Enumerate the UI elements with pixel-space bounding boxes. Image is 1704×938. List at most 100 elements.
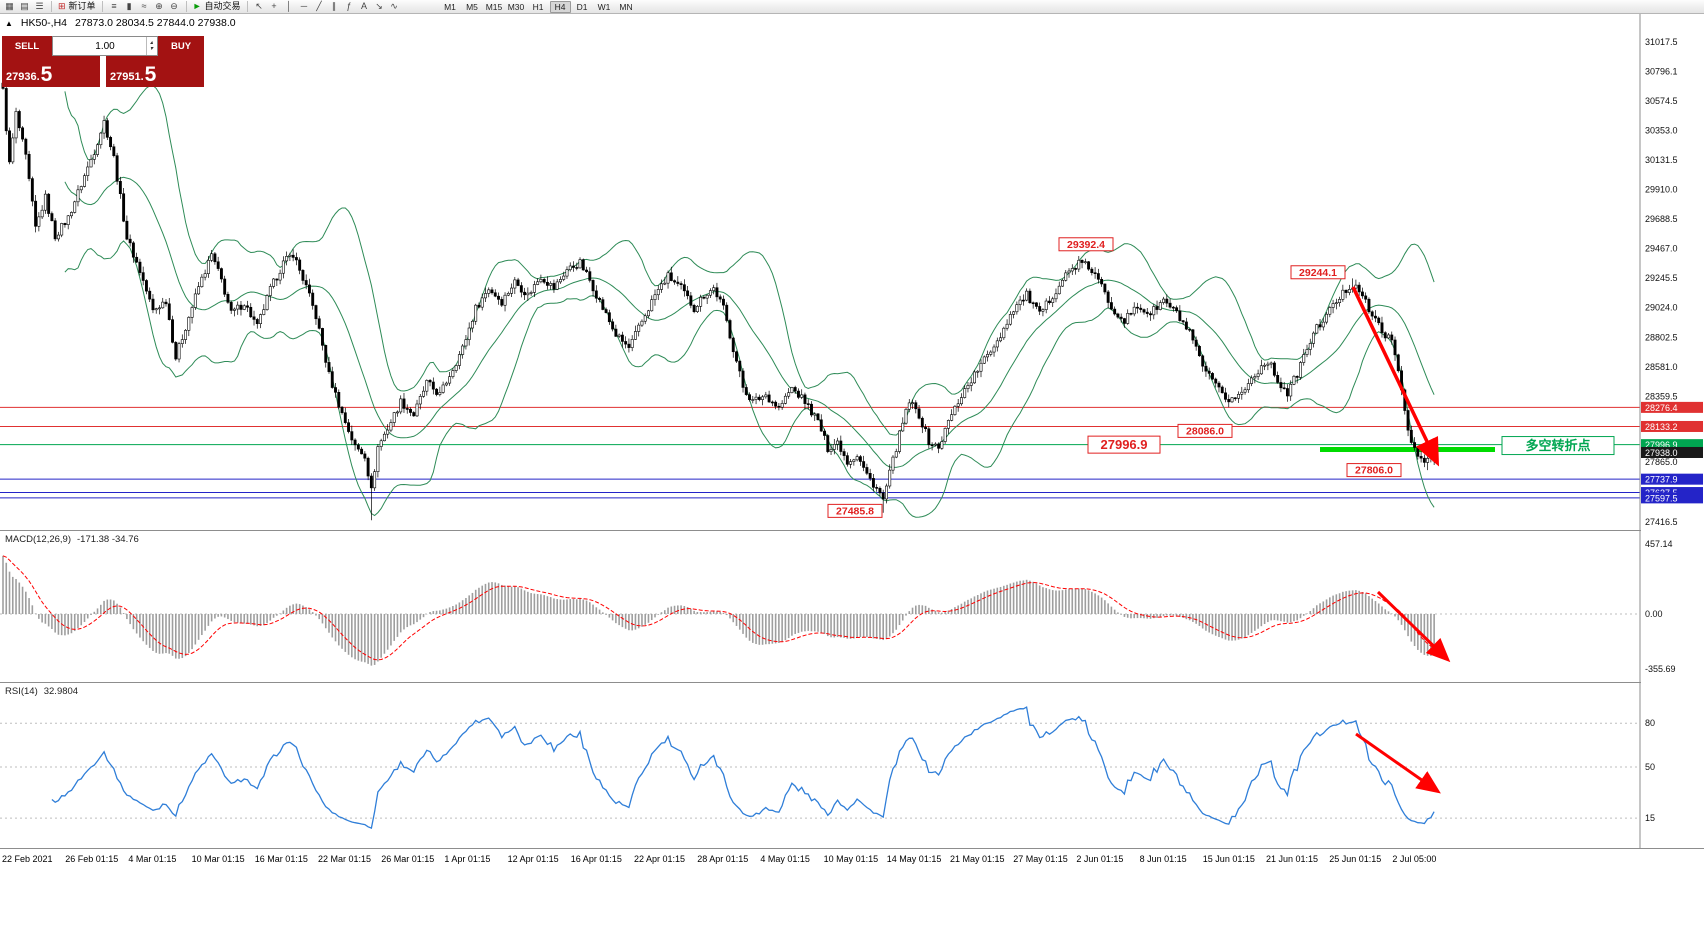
indicators-button[interactable]: ∿ — [387, 0, 402, 13]
collapse-arrow-icon[interactable]: ▲ — [5, 18, 13, 28]
timeframe-m5[interactable]: M5 — [462, 1, 483, 13]
svg-text:29244.1: 29244.1 — [1299, 267, 1337, 279]
timeframe-m30[interactable]: M30 — [506, 1, 527, 13]
horizontal-level-lines[interactable] — [0, 406, 1640, 499]
svg-text:27597.5: 27597.5 — [1645, 493, 1678, 503]
macd-panel[interactable]: 457.14 0.00 -355.69 — [0, 530, 1704, 682]
lot-size-value: 1.00 — [95, 40, 115, 52]
chart-ohlc-values: 27873.0 28034.5 27844.0 27938.0 — [75, 17, 236, 29]
svg-text:29467.0: 29467.0 — [1645, 244, 1678, 254]
chart-line-button[interactable]: ≈ — [137, 0, 152, 13]
buy-button[interactable]: BUY — [158, 36, 204, 56]
cursor-icon: ↖ — [255, 1, 263, 11]
auto-trading-button[interactable]: ► 自动交易 — [191, 0, 243, 13]
lot-size-field[interactable]: 1.00 ▴ ▾ — [52, 36, 158, 56]
new-order-button[interactable]: ⊞ 新订单 — [56, 0, 98, 13]
time-axis-label: 26 Mar 01:15 — [381, 854, 435, 864]
lot-increase-icon[interactable]: ▴ — [149, 40, 153, 46]
chart-profiles-icon: ▤ — [20, 1, 29, 11]
time-axis-label: 15 Jun 01:15 — [1202, 854, 1255, 864]
timeframe-h1[interactable]: H1 — [528, 1, 549, 13]
svg-text:28276.4: 28276.4 — [1645, 403, 1678, 413]
macd-name: MACD(12,26,9) — [5, 534, 71, 545]
timeframe-h4[interactable]: H4 — [549, 0, 571, 13]
cursor-button[interactable]: ↖ — [252, 0, 267, 13]
equidistant-channel-button[interactable]: ∥ — [327, 0, 342, 13]
timeframe-w1[interactable]: W1 — [594, 1, 615, 13]
svg-text:457.14: 457.14 — [1645, 539, 1673, 549]
price-axis[interactable]: 31017.5 30796.1 30574.5 30353.0 30131.5 29910… — [1639, 14, 1704, 530]
text-button[interactable]: A — [357, 0, 372, 13]
time-axis-label: 12 Apr 01:15 — [507, 854, 559, 864]
timeframe-m1[interactable]: M1 — [440, 1, 461, 13]
svg-text:27737.9: 27737.9 — [1645, 475, 1678, 485]
macd-axis[interactable]: 457.14 0.00 -355.69 — [1639, 530, 1704, 682]
svg-text:30131.5: 30131.5 — [1645, 155, 1678, 165]
time-axis[interactable]: 22 Feb 2021 26 Feb 01:15 4 Mar 01:15 10 Mar… — [0, 848, 1704, 870]
horizontal-line-button[interactable]: ─ — [297, 0, 312, 13]
svg-text:27996.9: 27996.9 — [1101, 437, 1148, 452]
timeframe-d1[interactable]: D1 — [572, 1, 593, 13]
chart-profiles-button[interactable]: ▤ — [17, 0, 32, 13]
svg-text:29392.4: 29392.4 — [1067, 239, 1105, 251]
toolbar-separator — [51, 1, 52, 12]
market-watch-button[interactable]: ☰ — [32, 0, 47, 13]
toolbar-separator — [185, 1, 187, 12]
rsi-line — [51, 706, 1435, 829]
zoom-out-button[interactable]: ⊖ — [167, 0, 182, 13]
time-axis-label: 14 May 01:15 — [886, 854, 942, 864]
downtrend-arrow[interactable] — [1351, 286, 1440, 467]
time-axis-label: 22 Apr 01:15 — [634, 854, 686, 864]
rsi-panel[interactable]: 80 50 15 — [0, 682, 1704, 848]
timeframe-mn[interactable]: MN — [616, 1, 637, 13]
rsi-axis[interactable]: 80 50 15 — [1639, 682, 1704, 848]
svg-text:27485.8: 27485.8 — [836, 505, 874, 517]
chart-bars-button[interactable]: ≡ — [107, 0, 122, 13]
svg-text:27938.0: 27938.0 — [1645, 448, 1678, 458]
svg-text:29024.0: 29024.0 — [1645, 303, 1678, 313]
svg-text:-355.69: -355.69 — [1645, 664, 1676, 674]
auto-trading-label: 自动交易 — [204, 1, 241, 11]
crosshair-button[interactable]: + — [267, 0, 282, 13]
toolbar-separator — [246, 1, 248, 12]
svg-text:27996.9: 27996.9 — [1645, 440, 1678, 450]
time-axis-label: 2 Jul 05:00 — [1392, 854, 1437, 864]
svg-text:30796.1: 30796.1 — [1645, 67, 1678, 77]
vertical-line-button[interactable]: │ — [282, 0, 297, 13]
time-axis-label: 16 Apr 01:15 — [570, 854, 622, 864]
timeframe-m15[interactable]: M15 — [484, 1, 505, 13]
fibonacci-icon: ƒ — [346, 1, 352, 11]
buy-price[interactable]: 27951. 5 — [106, 56, 204, 87]
rsi-down-arrow[interactable] — [1355, 732, 1441, 794]
arrows-button[interactable]: ↘ — [372, 0, 387, 13]
macd-down-arrow[interactable] — [1376, 590, 1451, 663]
lot-stepper[interactable]: ▴ ▾ — [146, 37, 156, 55]
svg-text:28581.0: 28581.0 — [1645, 362, 1678, 372]
time-axis-label: 10 May 01:15 — [823, 854, 879, 864]
time-axis-label: 21 May 01:15 — [950, 854, 1005, 864]
crosshair-icon: + — [271, 1, 277, 11]
lot-decrease-icon[interactable]: ▾ — [149, 46, 153, 52]
turning-point-note[interactable]: 多空转折点 — [1501, 436, 1615, 456]
indicators-icon: ∿ — [390, 1, 398, 11]
price-annotation-labels[interactable]: 29392.4 29244.1 28086.0 27996.9 27806.0 27485… — [827, 237, 1402, 518]
time-axis-label: 22 Mar 01:15 — [318, 854, 372, 864]
chart-candles-button[interactable]: ▮ — [122, 0, 137, 13]
fibonacci-button[interactable]: ƒ — [342, 0, 357, 13]
time-axis-label: 22 Feb 2021 — [2, 854, 53, 864]
svg-text:15: 15 — [1645, 813, 1655, 823]
sell-button[interactable]: SELL — [2, 36, 52, 56]
new-chart-button[interactable]: ▦ — [2, 0, 17, 13]
svg-text:29245.5: 29245.5 — [1645, 273, 1678, 283]
zoom-in-button[interactable]: ⊕ — [152, 0, 167, 13]
price-chart[interactable]: 29392.4 29244.1 28086.0 27996.9 27806.0 27485… — [0, 14, 1704, 530]
sell-price[interactable]: 27936. 5 — [2, 56, 100, 87]
svg-text:27806.0: 27806.0 — [1355, 465, 1393, 477]
time-axis-label: 26 Feb 01:15 — [65, 854, 119, 864]
time-axis-label: 1 Apr 01:15 — [444, 854, 491, 864]
text-icon: A — [360, 1, 367, 11]
trendline-button[interactable]: ╱ — [312, 0, 327, 13]
auto-trading-icon: ► — [192, 1, 202, 11]
chart-symbol-period: HK50-,H4 — [20, 17, 68, 29]
chart-title: ▲ HK50-,H4 27873.0 28034.5 27844.0 27938… — [5, 17, 236, 29]
